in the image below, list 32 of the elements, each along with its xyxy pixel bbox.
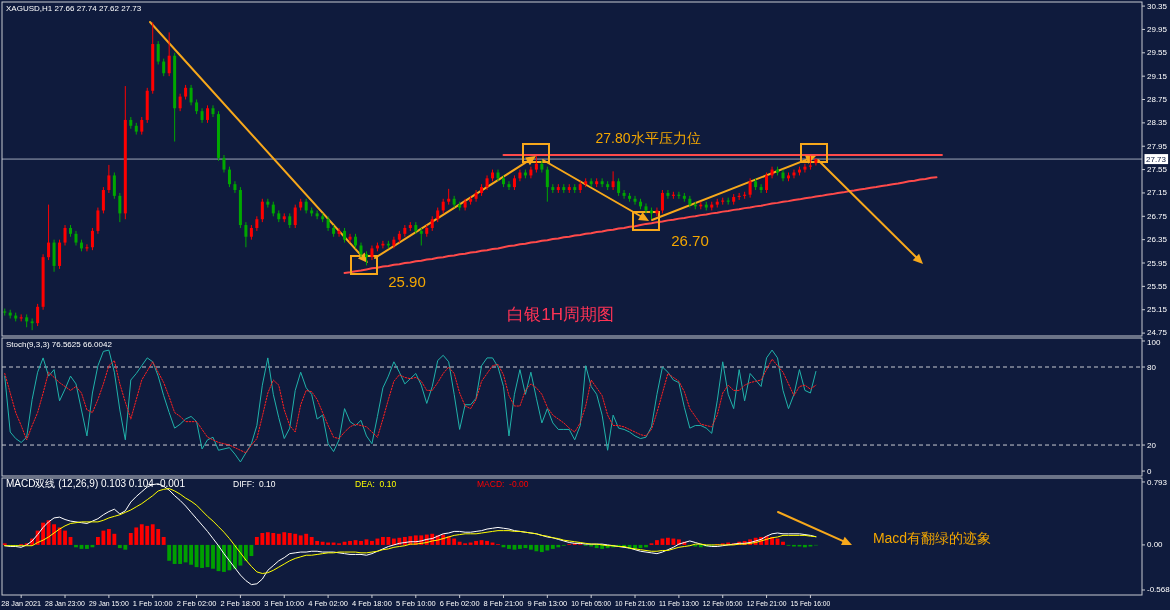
y-tick-label: 20 (1147, 440, 1157, 450)
annotation: Macd有翻绿的迹象 (872, 530, 992, 546)
chart-title: XAGUSD,H1 27.66 27.74 27.62 27.73 (6, 4, 142, 13)
text: 白银1H周期图 (507, 305, 614, 324)
y-tick-label: 29.55 (1147, 48, 1168, 58)
y-tick-label: 28.35 (1147, 118, 1168, 128)
y-tick-label: 26.75 (1147, 211, 1168, 221)
y-tick-label: 25.15 (1147, 305, 1168, 315)
annotation: 27.80水平压力位 (595, 130, 701, 146)
y-tick-label: 26.35 (1147, 235, 1168, 245)
y-tick-label: 80 (1147, 362, 1157, 372)
y-tick-label: 30.35 (1147, 1, 1168, 11)
y-tick-label: 24.75 (1147, 327, 1168, 337)
annotation: 25.90 (388, 272, 426, 290)
y-tick-label: 27.15 (1147, 188, 1168, 198)
annotation: 26.70 (671, 231, 709, 249)
y-tick-label: 100 (1147, 337, 1161, 347)
y-tick-label: 29.15 (1147, 71, 1168, 81)
y-tick-label: 27.55 (1147, 165, 1168, 175)
legend: DIFF: 0.10 DEA: 0.10 MACD: -0.00 (233, 479, 529, 489)
ref-line-label: 27.73 (1146, 154, 1167, 164)
y-tick-label: 0.00 (1147, 540, 1164, 550)
y-tick-label: -0.568 (1147, 585, 1170, 595)
y-tick-label: 27.95 (1147, 141, 1168, 151)
y-tick-label: 28.75 (1147, 95, 1168, 105)
chart-title: Stoch(9,3,3) 76.5625 66.0042 (6, 340, 113, 349)
chart-title: MACD双线 (12,26,9) 0.103 0.104 -0.001 (6, 478, 186, 489)
y-tick-label: 29.95 (1147, 24, 1168, 34)
y-tick-label: 25.55 (1147, 281, 1168, 291)
y-tick-label: 0 (1147, 466, 1152, 476)
y-tick-label: 0.793 (1147, 477, 1168, 487)
y-tick-label: 25.95 (1147, 258, 1168, 268)
